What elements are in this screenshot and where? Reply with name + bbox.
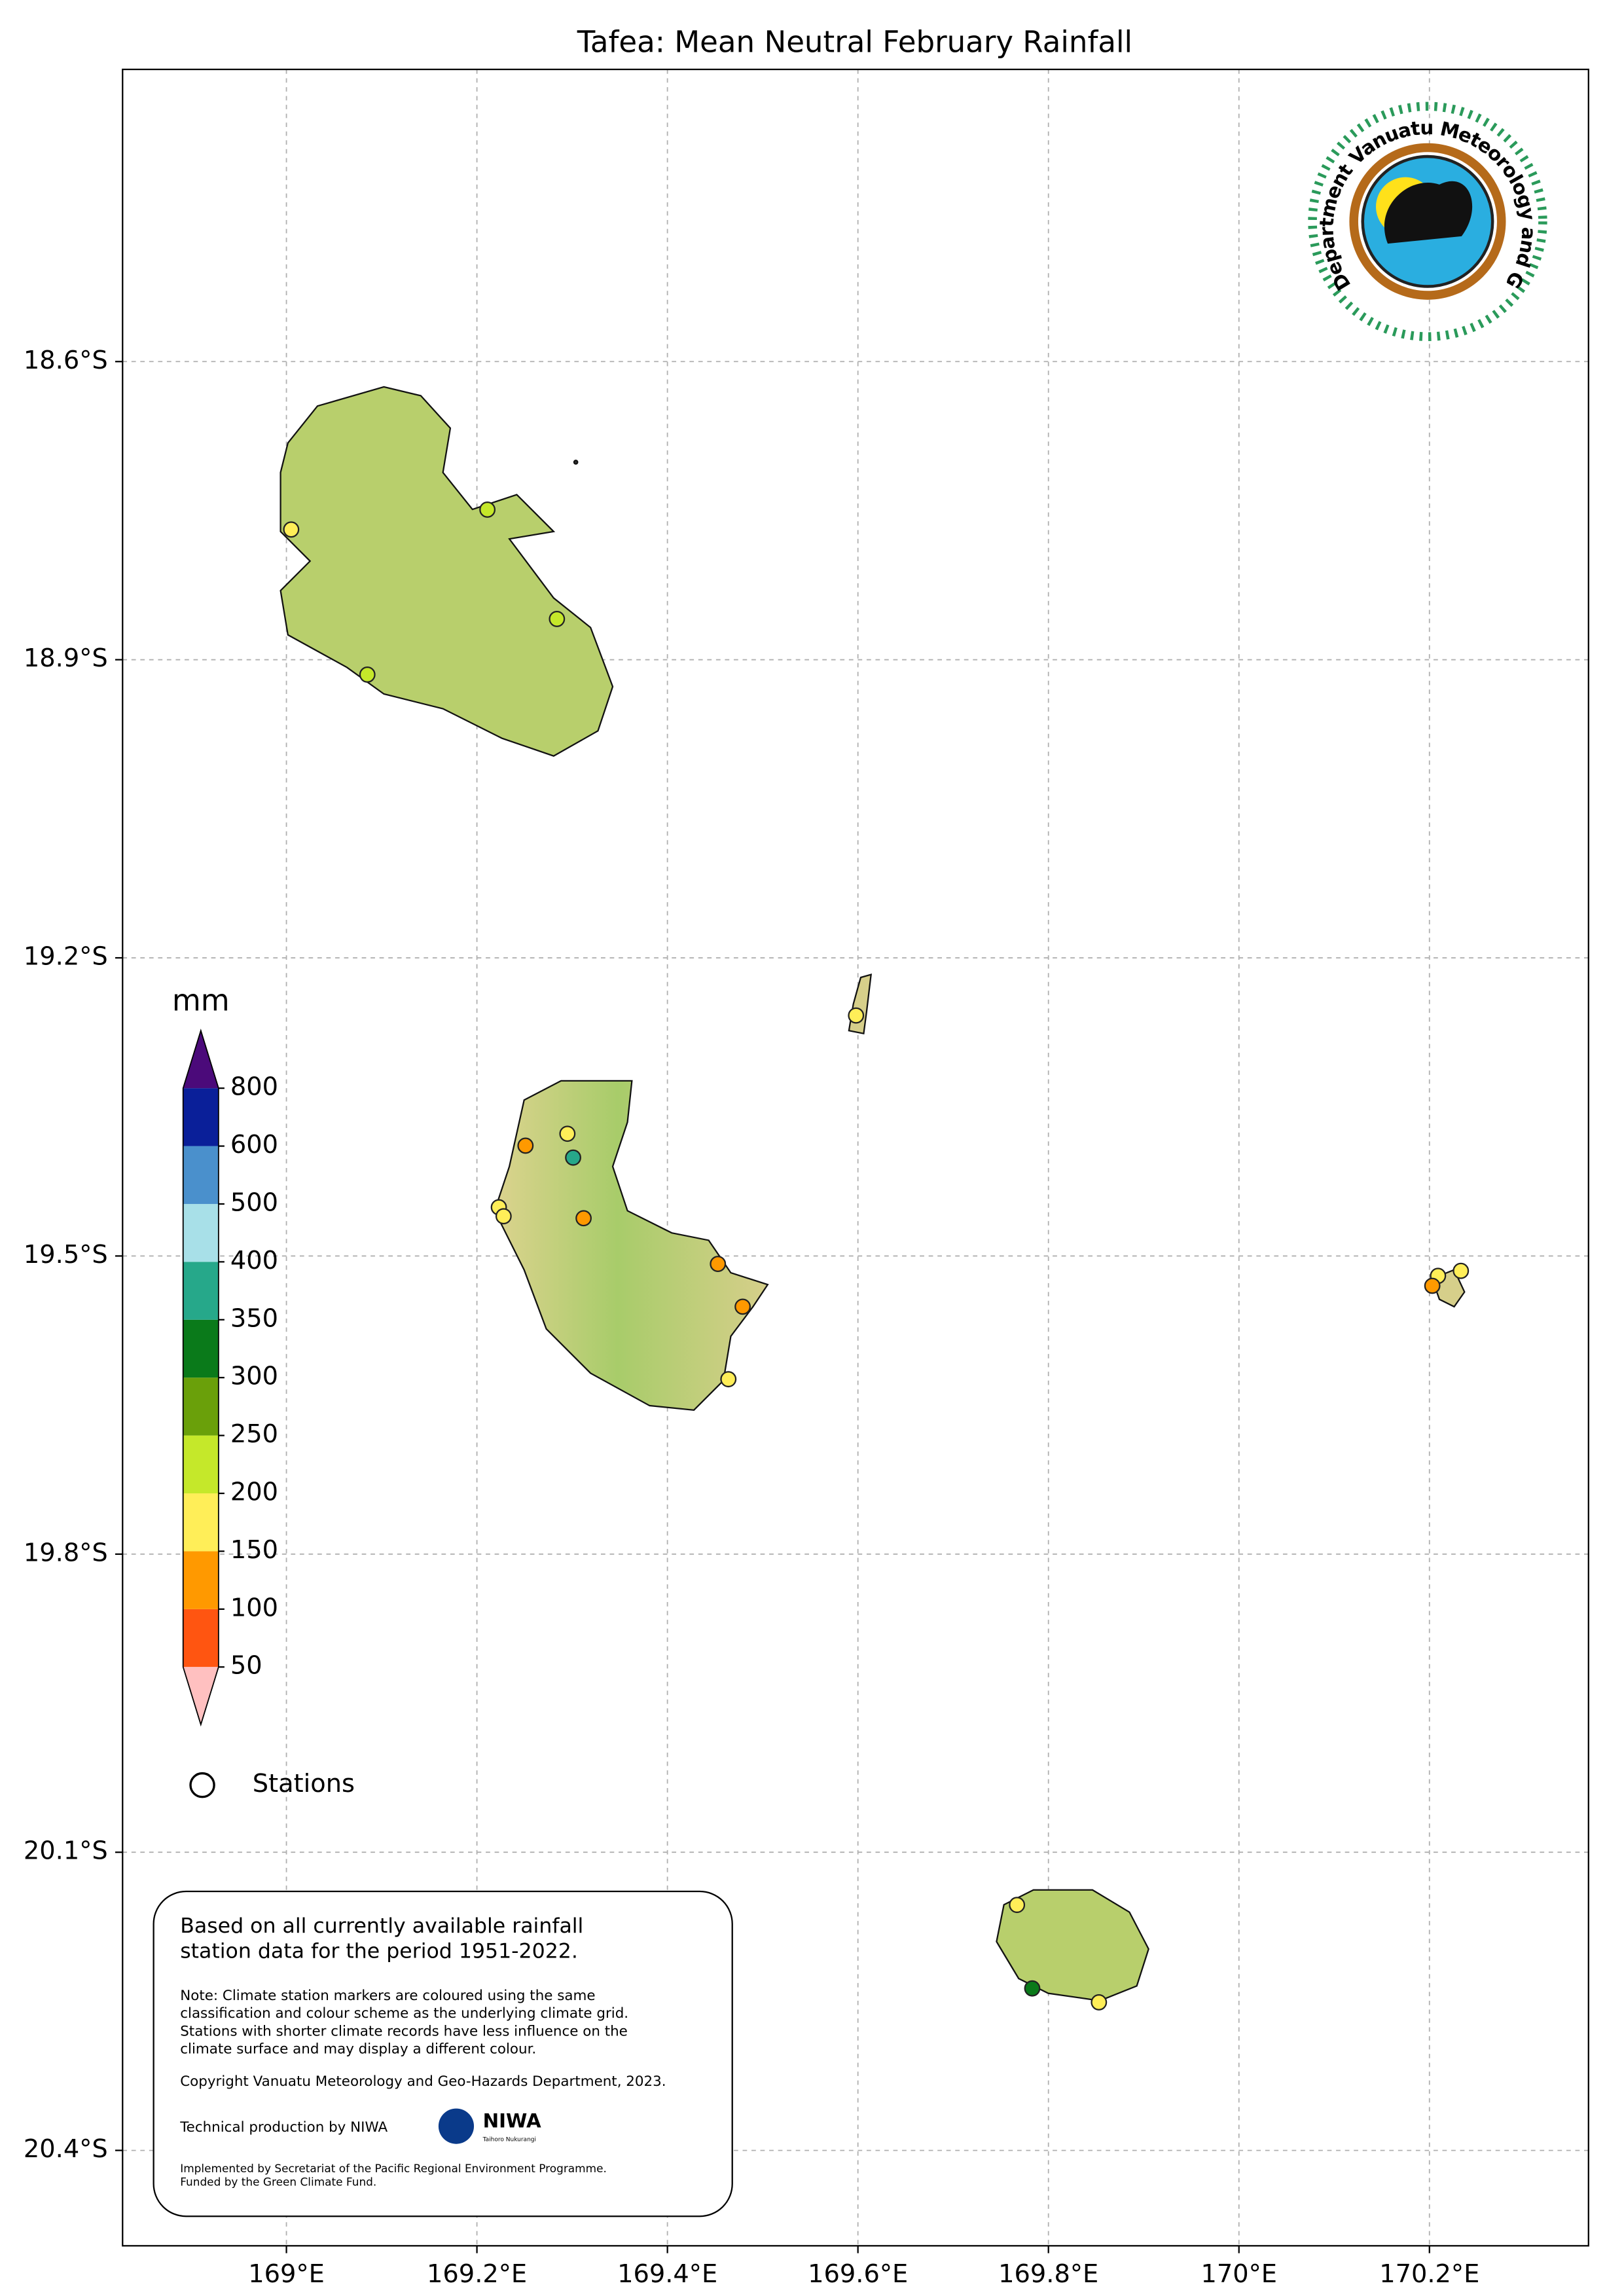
info-funding: Funded by the Green Climate Fund. (180, 2175, 376, 2188)
info-copyright: Copyright Vanuatu Meteorology and Geo-Ha… (180, 2073, 666, 2090)
y-tick-label: 20.4°S (24, 2134, 108, 2164)
colorbar-segment (183, 1493, 219, 1552)
colorbar-tick-label: 150 (230, 1535, 278, 1565)
station-marker (549, 611, 566, 627)
logo-wreath (1308, 101, 1547, 341)
x-tick-label: 169.2°E (427, 2259, 527, 2289)
colorbar-tick-label: 350 (230, 1303, 278, 1333)
colorbar-tick-label: 400 (230, 1246, 278, 1275)
island-erromango (280, 386, 614, 757)
info-line: station data for the period 1951-2022. (180, 1940, 578, 1963)
x-tick-label: 169°E (248, 2259, 325, 2289)
islet (573, 460, 579, 465)
colorbar-tick-label: 100 (230, 1593, 278, 1622)
station-marker (848, 1007, 865, 1024)
colorbar-segment (183, 1088, 219, 1146)
station-marker (495, 1208, 512, 1225)
info-note: climate surface and may display a differ… (180, 2041, 536, 2057)
info-note: classification and colour scheme as the … (180, 2005, 628, 2022)
colorbar-segment (183, 1203, 219, 1262)
island-aneityum (996, 1889, 1149, 2002)
x-tick-label: 169.4°E (617, 2259, 717, 2289)
info-production: Technical production by NIWA (179, 2119, 388, 2136)
info-note: Stations with shorter climate records ha… (180, 2023, 628, 2039)
station-marker (283, 521, 300, 538)
island-aniwa (848, 973, 873, 1035)
info-note: Note: Climate station markers are colour… (180, 1988, 595, 2004)
map-title: Tafea: Mean Neutral February Rainfall (577, 25, 1132, 60)
legend-marker (189, 1772, 215, 1798)
niwa-sub: Taihoro Nukurangi (482, 2136, 536, 2143)
logo-cloud (1384, 181, 1473, 244)
colorbar-tick-label: 500 (230, 1188, 278, 1217)
colorbar-tick-label: 200 (230, 1478, 278, 1507)
colorbar-segment (183, 1319, 219, 1378)
station-marker (1091, 1994, 1108, 2011)
info-frame (153, 1890, 733, 2217)
y-tick-label: 19.2°S (24, 942, 108, 972)
y-tick-label: 18.9°S (24, 644, 108, 673)
x-tick-label: 170.2°E (1379, 2259, 1479, 2289)
station-marker (359, 666, 376, 683)
colorbar-segment (183, 1435, 219, 1494)
colorbar-segment (183, 1146, 219, 1204)
x-tick-label: 169.6°E (808, 2259, 908, 2289)
colorbar-segment (183, 1609, 219, 1667)
map-frame (122, 68, 1589, 2247)
station-marker (479, 501, 496, 518)
colorbar-extend-under (183, 1667, 219, 1725)
colorbar-segment (183, 1262, 219, 1320)
x-tick-label: 170°E (1200, 2259, 1277, 2289)
colorbar-tick-label: 800 (230, 1072, 278, 1102)
station-marker (565, 1149, 581, 1166)
station-marker (1424, 1277, 1441, 1294)
x-tick-label: 169.8°E (998, 2259, 1098, 2289)
station-marker (1009, 1897, 1026, 1914)
colorbar-tick-label: 50 (230, 1651, 262, 1681)
island-tanna (494, 1080, 769, 1411)
y-tick-label: 20.1°S (24, 1836, 108, 1866)
station-marker (734, 1298, 751, 1315)
y-tick-label: 19.5°S (24, 1240, 108, 1269)
islands (280, 386, 1466, 2002)
info-box: Based on all currently available rainfal… (153, 1890, 733, 2217)
colorbar-segment (183, 1551, 219, 1609)
legend-label: Stations (253, 1769, 355, 1798)
colorbar-segment (183, 1377, 219, 1436)
station-marker (1453, 1262, 1470, 1279)
colorbar-extend-over (183, 1030, 219, 1089)
station-marker (559, 1125, 576, 1142)
station-marker (1024, 1980, 1041, 1997)
colorbar-label: mm (172, 983, 230, 1017)
colorbar-tick-label: 250 (230, 1419, 278, 1449)
colorbar-tick-label: 600 (230, 1130, 278, 1159)
station-marker (720, 1371, 737, 1388)
info-line: Based on all currently available rainfal… (180, 1914, 583, 1938)
niwa-logo: NIWA (483, 2109, 541, 2132)
stations (283, 501, 1470, 2011)
y-tick-label: 18.6°S (24, 346, 108, 375)
station-marker (575, 1210, 592, 1227)
info-funding: Implemented by Secretariat of the Pacifi… (180, 2162, 607, 2175)
niwa-emblem (438, 2108, 475, 2144)
y-tick-label: 19.8°S (24, 1538, 108, 1567)
station-marker (517, 1137, 534, 1154)
station-marker (710, 1256, 727, 1272)
colorbar: 50 100 150 200 250 300 350 400 500 600 800 (182, 1029, 278, 1727)
colorbar-tick-label: 300 (230, 1362, 278, 1391)
